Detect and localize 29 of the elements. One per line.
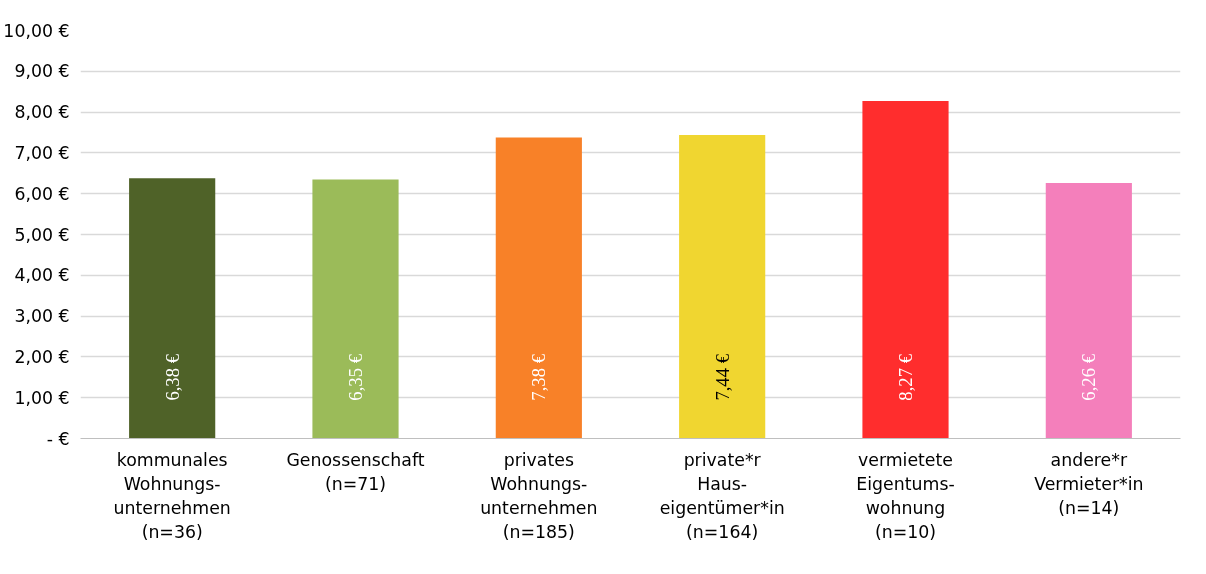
y-tick-label: 10,00 € bbox=[3, 20, 70, 41]
bar bbox=[862, 101, 949, 439]
y-tick-label: 3,00 € bbox=[14, 306, 70, 327]
bar bbox=[1045, 183, 1132, 439]
y-tick-label: - € bbox=[46, 428, 70, 449]
x-tick-label: privates Wohnungs- unternehmen (n=185) bbox=[480, 449, 598, 542]
x-tick-label: vermietete Eigentums- wohnung (n=10) bbox=[856, 449, 955, 542]
data-label: 7,38 € bbox=[528, 353, 550, 401]
bar bbox=[129, 178, 216, 439]
y-tick-label: 8,00 € bbox=[14, 102, 70, 123]
data-label: 6,26 € bbox=[1078, 353, 1100, 401]
x-tick-label: Genossenschaft (n=71) bbox=[286, 449, 425, 494]
data-label: 6,35 € bbox=[345, 353, 366, 401]
y-tick-label: 7,00 € bbox=[14, 142, 70, 163]
y-tick-label: 4,00 € bbox=[14, 265, 70, 286]
data-label: 7,44 € bbox=[711, 353, 733, 401]
bar bbox=[312, 179, 399, 439]
bar bbox=[495, 137, 582, 439]
y-tick-label: 1,00 € bbox=[14, 387, 70, 408]
x-tick-label: andere*r Vermieter*in (n=14) bbox=[1034, 449, 1144, 518]
x-tick-label: kommunales Wohnungs- unternehmen (n=36) bbox=[113, 449, 231, 542]
data-label: 8,27 € bbox=[895, 353, 916, 401]
data-label: 6,38 € bbox=[161, 353, 183, 401]
bar bbox=[679, 134, 766, 439]
x-tick-label: private*r Haus- eigentümer*in (n=164) bbox=[659, 449, 785, 542]
y-tick-label: 9,00 € bbox=[14, 61, 70, 82]
y-tick-label: 5,00 € bbox=[14, 224, 70, 245]
y-tick-label: 6,00 € bbox=[14, 183, 70, 204]
y-tick-label: 2,00 € bbox=[14, 346, 70, 367]
